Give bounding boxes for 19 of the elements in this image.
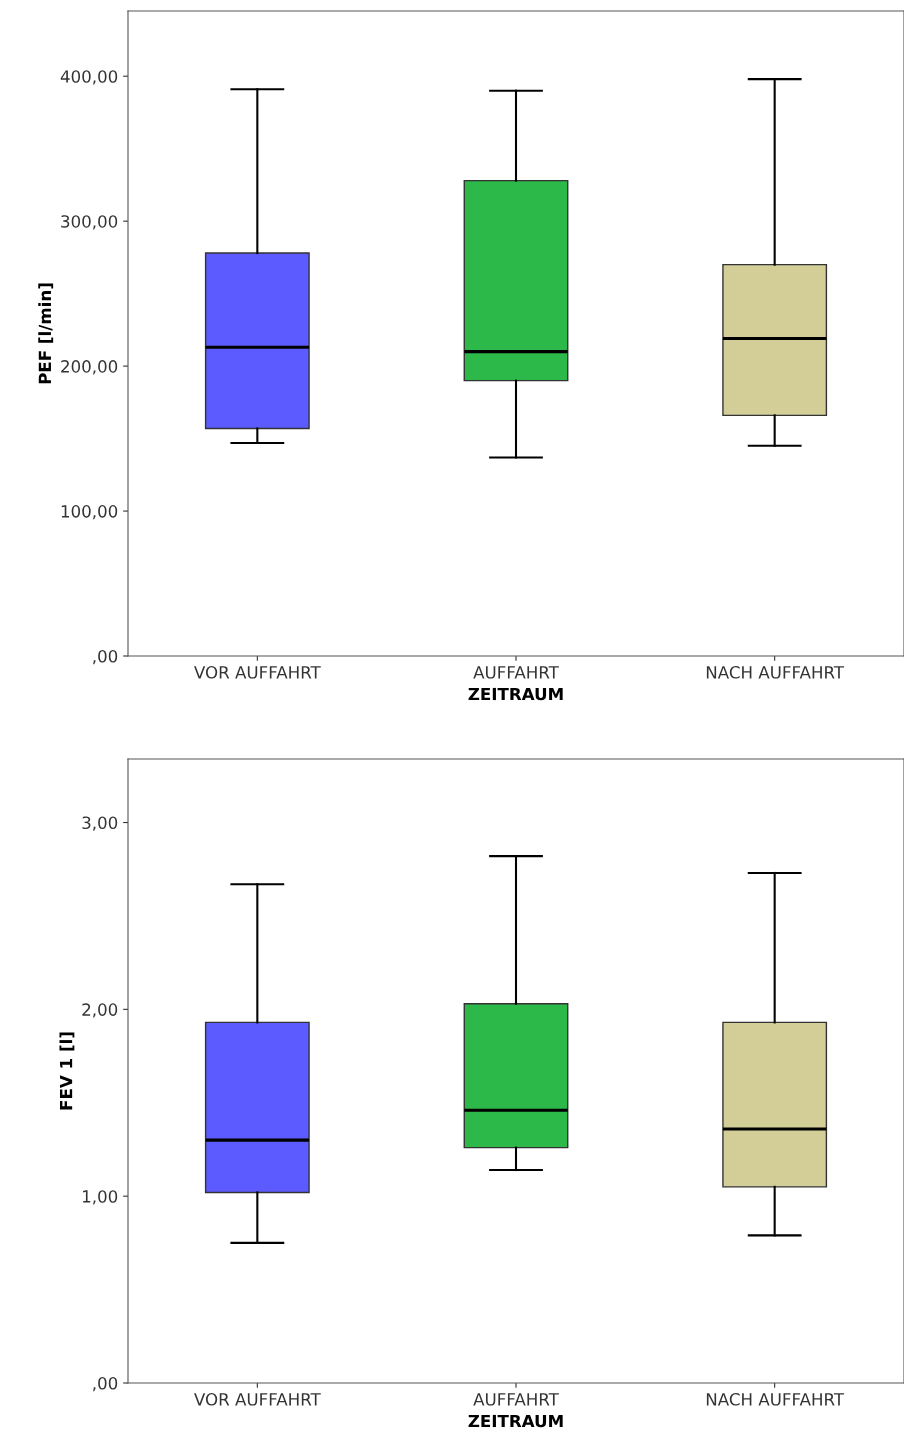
x-tick-label: NACH AUFFAHRT: [706, 1393, 845, 1406]
y-tick-label: 3,00: [82, 816, 118, 831]
x-axis-title: ZEITRAUM: [468, 687, 563, 701]
x-tick-label: VOR AUFFAHRT: [194, 1393, 321, 1406]
x-tick-label: VOR AUFFAHRT: [194, 666, 321, 679]
y-tick-label: 400,00: [60, 70, 118, 85]
y-tick-label: 300,00: [61, 215, 118, 230]
y-tick-label: ,00: [93, 649, 118, 665]
x-axis-title: ZEITRAUM: [468, 1414, 563, 1428]
y-axis-title: FEV 1 [l]: [59, 1032, 75, 1110]
y-axis-title: PEF [l/min]: [38, 283, 54, 384]
y-tick-label: 1,00: [83, 1190, 118, 1205]
y-tick-label: 2,00: [82, 1003, 118, 1018]
y-tick-label: 100,00: [61, 505, 118, 520]
x-tick-label: AUFFAHRT: [473, 666, 559, 679]
y-tick-label: 200,00: [61, 360, 118, 375]
y-tick-label: ,00: [93, 1376, 118, 1392]
x-tick-label: AUFFAHRT: [473, 1393, 559, 1406]
x-tick-label: NACH AUFFAHRT: [706, 666, 845, 679]
